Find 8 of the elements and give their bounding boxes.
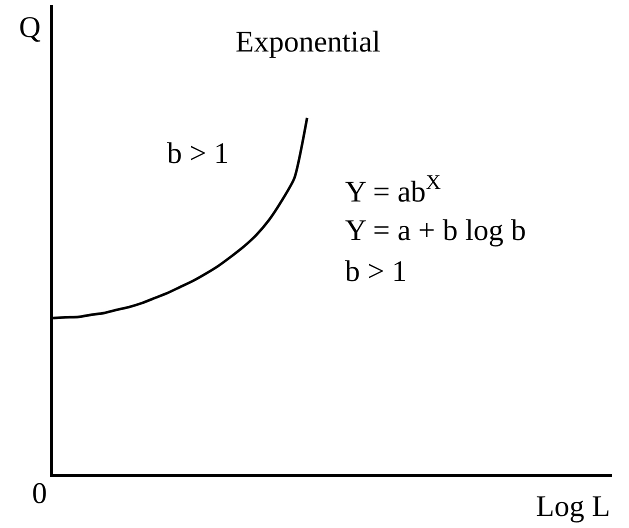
chart-title: Exponential (236, 26, 380, 58)
y-axis-title: Q (19, 11, 41, 44)
annotation: Y = a + b log b (345, 214, 526, 247)
x-axis-title: Log L (536, 490, 610, 523)
annotation: b > 1 (345, 255, 407, 288)
text: 0 (32, 477, 47, 510)
text: b > 1 (167, 137, 229, 170)
annotation: Y = ab$^{X}$ (345, 170, 441, 209)
